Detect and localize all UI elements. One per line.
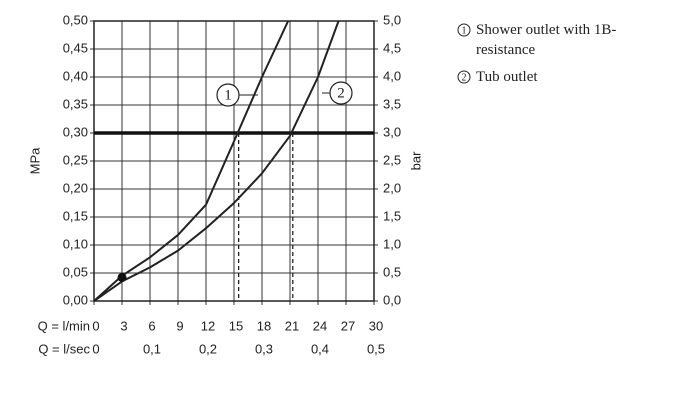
legend-symbol: [457, 70, 471, 84]
y-tick-label: 0,50: [63, 12, 88, 27]
x-tick-label: 21: [285, 318, 299, 333]
data-point: [117, 272, 127, 282]
y2-tick-label: 4,5: [383, 40, 401, 55]
x-tick-label: 0: [92, 318, 99, 333]
x2-tick-label: 0,1: [143, 341, 161, 356]
y-tick-label: 0,10: [63, 236, 88, 251]
curve: [93, 20, 290, 302]
y2-tick-label: 5,0: [383, 12, 401, 27]
legend-entry: Tub outlet: [476, 69, 538, 85]
curve: [93, 20, 340, 302]
y2-tick-label: 1,5: [383, 208, 401, 223]
x-tick-label: 12: [201, 318, 215, 333]
legend-symbol-label: 2: [462, 72, 467, 83]
x2-tick-label: 0,2: [199, 341, 217, 356]
y-tick-label: 0,45: [63, 40, 88, 55]
y2-axis-label: bar: [408, 151, 423, 170]
y2-tick-label: 2,0: [383, 180, 401, 195]
curve-tag-label: 2: [337, 85, 345, 101]
x-tick-label: 15: [229, 318, 243, 333]
x-tick-label: 27: [341, 318, 355, 333]
x-axis-label: Q = l/min: [38, 318, 90, 333]
legend-label: Tub outlet: [476, 69, 538, 85]
y2-tick-label: 2,5: [383, 152, 401, 167]
legend-symbol: [457, 23, 471, 37]
y-tick-label: 0,15: [63, 208, 88, 223]
x2-tick-label: 0,4: [311, 341, 329, 356]
y-tick-label: 0,25: [63, 152, 88, 167]
x-tick-label: 3: [120, 318, 127, 333]
y-tick-label: 0,30: [63, 124, 88, 139]
y2-tick-label: 3,5: [383, 96, 401, 111]
x-tick-label: 18: [257, 318, 271, 333]
y2-tick-label: 0,0: [383, 292, 401, 307]
legend-label: Shower outlet with 1B-resistance: [476, 22, 617, 58]
y-axis-label: MPa: [27, 147, 42, 175]
x2-tick-label: 0,5: [367, 341, 385, 356]
x2-tick-label: 0: [92, 341, 99, 356]
x2-tick-label: 0,3: [255, 341, 273, 356]
legend-symbol-label: 1: [462, 25, 467, 36]
y-tick-label: 0,20: [63, 180, 88, 195]
y2-tick-label: 4,0: [383, 68, 401, 83]
y-tick-label: 0,40: [63, 68, 88, 83]
x-tick-label: 9: [176, 318, 183, 333]
x2-axis-label: Q = l/sec: [38, 341, 90, 356]
plot-frame: [93, 20, 375, 302]
y-tick-label: 0,05: [63, 264, 88, 279]
x-tick-label: 6: [148, 318, 155, 333]
x-tick-label: 24: [313, 318, 327, 333]
y2-tick-label: 3,0: [383, 124, 401, 139]
y-tick-label: 0,00: [63, 292, 88, 307]
curve-tag-label: 1: [224, 87, 232, 103]
curve-tag: [216, 83, 240, 107]
y2-tick-label: 0,5: [383, 264, 401, 279]
y-tick-label: 0,35: [63, 96, 88, 111]
curve-tag: [329, 81, 353, 105]
y2-tick-label: 1,0: [383, 236, 401, 251]
x-tick-label: 30: [369, 318, 383, 333]
legend-entry: Shower outlet with 1B-resistance: [476, 22, 617, 58]
